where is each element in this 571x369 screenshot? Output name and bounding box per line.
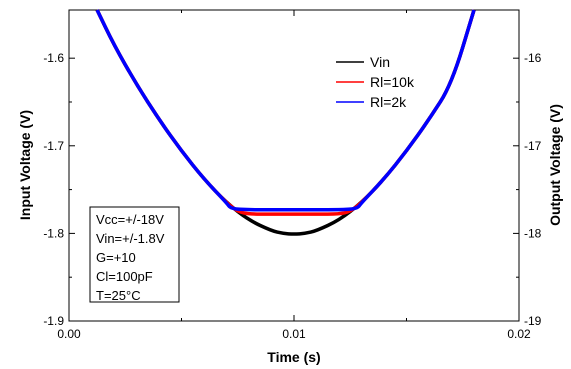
x-tick-label: 0.01	[282, 327, 306, 341]
x-tick-label: 0.02	[507, 327, 531, 341]
condition-line: T=25°C	[96, 288, 141, 303]
y-left-tick-label: -1.8	[43, 226, 64, 240]
y-left-tick-label: -1.6	[43, 51, 64, 65]
y-right-tick-label: -16	[524, 51, 542, 65]
condition-line: G=+10	[96, 250, 136, 265]
legend: Vin Rl=10k Rl=2k	[336, 54, 415, 110]
y-right-tick-label: -17	[524, 139, 542, 153]
condition-line: Vcc=+/-18V	[96, 212, 164, 227]
condition-line: Cl=100pF	[96, 269, 153, 284]
legend-label-rl2k: Rl=2k	[370, 94, 407, 110]
conditions-box: Vcc=+/-18V Vin=+/-1.8V G=+10 Cl=100pF T=…	[89, 206, 180, 303]
x-axis-title: Time (s)	[267, 349, 320, 365]
y-left-tick-label: -1.7	[43, 139, 64, 153]
series-line-rl-2k	[95, 9, 476, 212]
series-layer	[95, 9, 476, 236]
legend-label-rl10k: Rl=10k	[370, 74, 415, 90]
conditions-box-frame	[89, 206, 180, 303]
y-right-tick-label: -19	[524, 314, 542, 328]
y-left-tick-label: -1.9	[43, 314, 64, 328]
condition-line: Vin=+/-1.8V	[96, 231, 165, 246]
y-right-tick-label: -18	[524, 226, 542, 240]
x-tick-label: 0.00	[57, 327, 81, 341]
legend-label-vin: Vin	[370, 54, 390, 70]
y-axis-right-title: Output Voltage (V)	[547, 104, 563, 226]
y-axis-left-title: Input Voltage (V)	[17, 110, 33, 220]
ticks-layer: 0.00 0.01 0.02 -1.6 -1.7 -1.8 -1.9 -16 -17 -18 -19	[43, 10, 542, 341]
